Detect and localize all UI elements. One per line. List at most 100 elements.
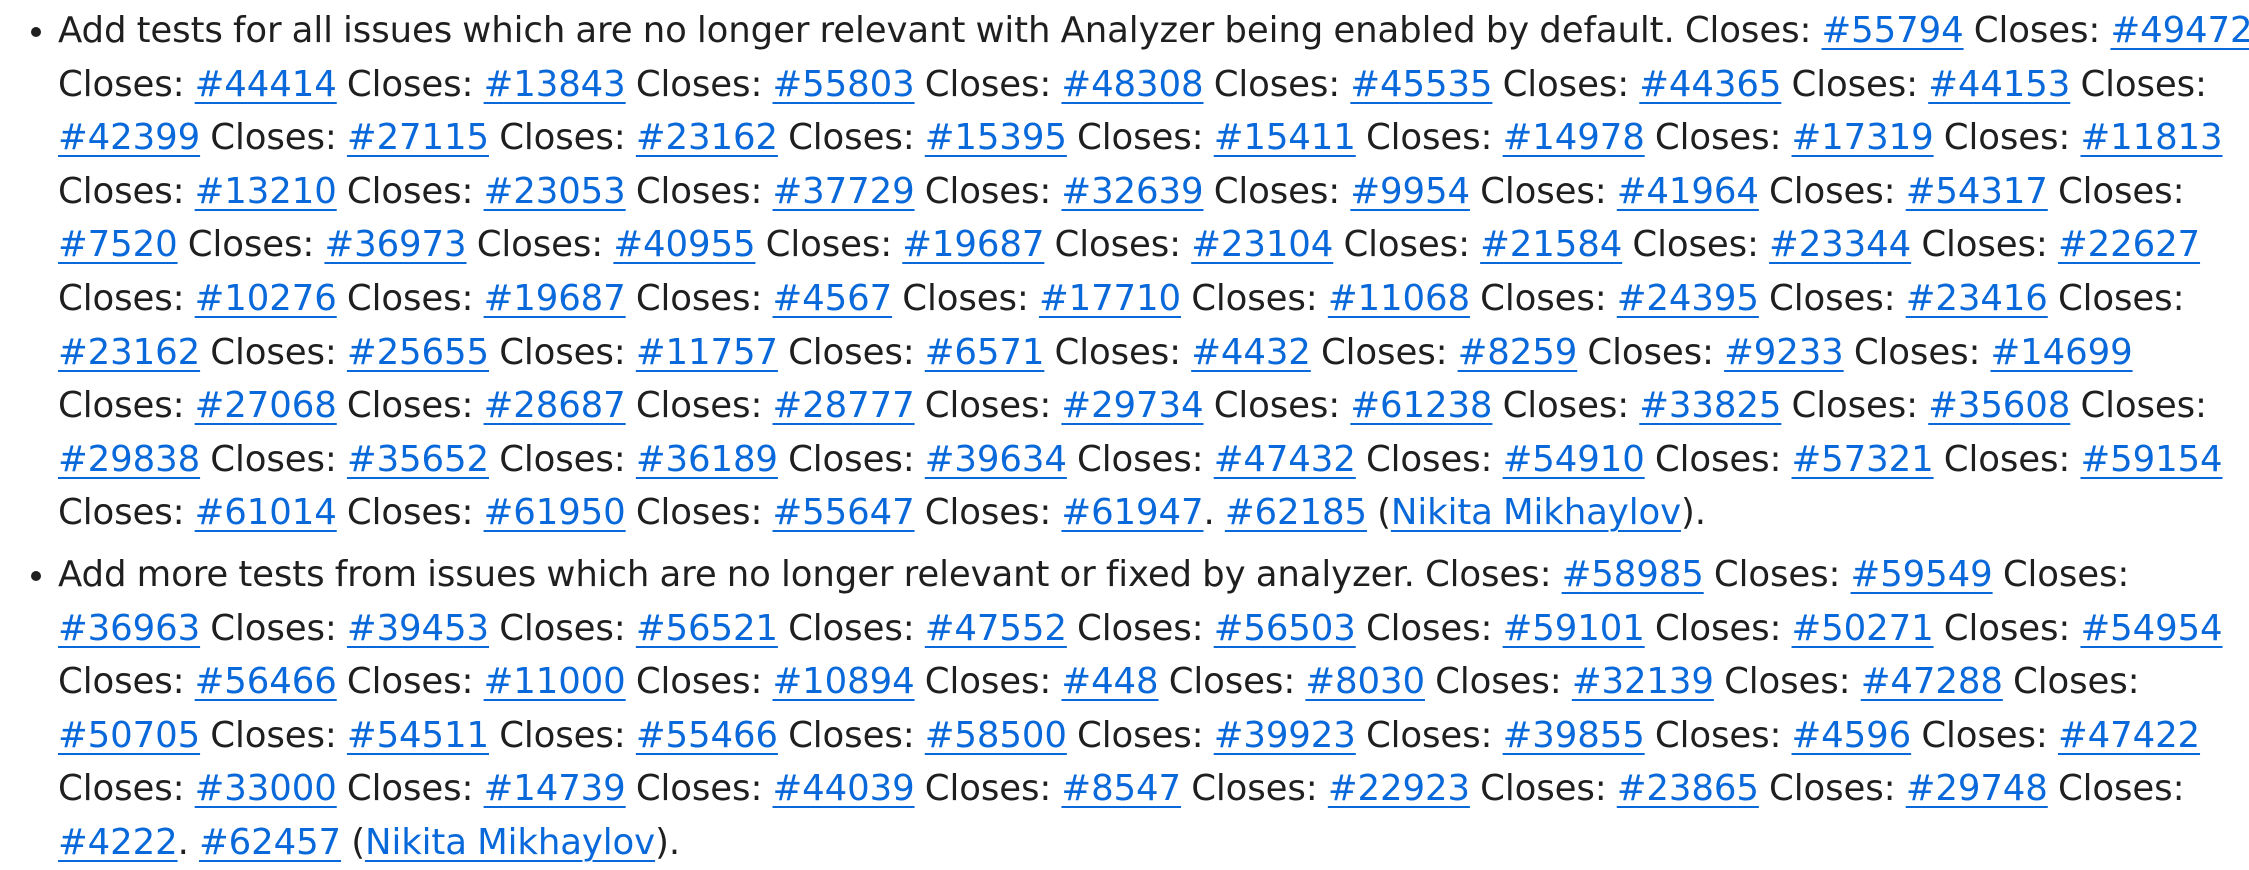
issue-link[interactable]: #55647 (772, 492, 915, 534)
issue-link[interactable]: #44365 (1639, 63, 1782, 105)
issue-link[interactable]: #40955 (613, 224, 756, 266)
issue-link[interactable]: #4567 (772, 277, 893, 319)
issue-link[interactable]: #41964 (1616, 170, 1759, 212)
issue-link[interactable]: #36189 (635, 438, 778, 480)
issue-link[interactable]: #11000 (483, 661, 626, 703)
issue-link[interactable]: #54511 (346, 714, 489, 756)
issue-link[interactable]: #27068 (194, 385, 337, 427)
issue-link[interactable]: #39855 (1502, 714, 1645, 756)
issue-link[interactable]: #59154 (2080, 438, 2223, 480)
issue-link[interactable]: #61014 (194, 492, 337, 534)
issue-link[interactable]: #55803 (772, 63, 915, 105)
pr-link[interactable]: #62457 (198, 821, 342, 863)
issue-link[interactable]: #47288 (1860, 661, 2003, 703)
issue-link[interactable]: #11813 (2080, 117, 2223, 159)
issue-link[interactable]: #8547 (1061, 768, 1182, 810)
issue-link[interactable]: #35608 (1928, 385, 2071, 427)
issue-link[interactable]: #28687 (483, 385, 626, 427)
issue-link[interactable]: #58500 (924, 714, 1067, 756)
author-link[interactable]: Nikita Mikhaylov (364, 821, 656, 863)
issue-link[interactable]: #54317 (1905, 170, 2048, 212)
issue-link[interactable]: #57321 (1791, 438, 1934, 480)
issue-link[interactable]: #10894 (772, 661, 915, 703)
issue-link[interactable]: #23865 (1616, 768, 1759, 810)
issue-link[interactable]: #15395 (924, 117, 1067, 159)
issue-link[interactable]: #15411 (1213, 117, 1356, 159)
issue-link[interactable]: #23344 (1769, 224, 1912, 266)
issue-link[interactable]: #42399 (58, 117, 201, 159)
issue-link[interactable]: #56521 (635, 607, 778, 649)
issue-link[interactable]: #47422 (2057, 714, 2201, 756)
issue-link[interactable]: #13210 (194, 170, 337, 212)
issue-link[interactable]: #23162 (58, 331, 201, 373)
issue-link[interactable]: #32639 (1061, 170, 1204, 212)
issue-link[interactable]: #17710 (1038, 277, 1182, 319)
issue-link[interactable]: #44414 (194, 63, 337, 105)
issue-link[interactable]: #39453 (346, 607, 489, 649)
issue-link[interactable]: #55466 (635, 714, 778, 756)
issue-link[interactable]: #23162 (635, 117, 778, 159)
issue-link[interactable]: #29838 (58, 438, 201, 480)
issue-link[interactable]: #54910 (1502, 438, 1645, 480)
issue-link[interactable]: #35652 (346, 438, 489, 480)
issue-link[interactable]: #39923 (1213, 714, 1356, 756)
issue-link[interactable]: #48308 (1061, 63, 1204, 105)
issue-link[interactable]: #50271 (1791, 607, 1934, 649)
issue-link[interactable]: #47552 (924, 607, 1067, 649)
issue-link[interactable]: #50705 (58, 714, 201, 756)
issue-link[interactable]: #45535 (1350, 63, 1493, 105)
issue-link[interactable]: #29748 (1905, 768, 2048, 810)
issue-link[interactable]: #19687 (483, 277, 626, 319)
issue-link[interactable]: #19687 (902, 224, 1045, 266)
issue-link[interactable]: #11068 (1327, 277, 1470, 319)
issue-link[interactable]: #24395 (1616, 277, 1759, 319)
author-link[interactable]: Nikita Mikhaylov (1390, 492, 1681, 534)
issue-link[interactable]: #448 (1061, 661, 1159, 703)
issue-link[interactable]: #11757 (635, 331, 778, 373)
issue-link[interactable]: #36973 (324, 224, 467, 266)
issue-link[interactable]: #58985 (1561, 553, 1704, 595)
issue-link[interactable]: #44153 (1928, 63, 2071, 105)
issue-link[interactable]: #23416 (1905, 277, 2048, 319)
issue-link[interactable]: #8030 (1305, 661, 1425, 703)
issue-link[interactable]: #29734 (1061, 385, 1204, 427)
issue-link[interactable]: #22923 (1327, 768, 1470, 810)
issue-link[interactable]: #22627 (2057, 224, 2201, 266)
issue-link[interactable]: #6571 (924, 331, 1045, 373)
issue-link[interactable]: #61947 (1061, 492, 1204, 534)
issue-link[interactable]: #9954 (1350, 170, 1470, 212)
issue-link[interactable]: #33000 (194, 768, 337, 810)
issue-link[interactable]: #7520 (58, 224, 178, 266)
pr-link[interactable]: #62185 (1224, 492, 1367, 534)
issue-link[interactable]: #56466 (194, 661, 337, 703)
issue-link[interactable]: #14699 (1990, 331, 2133, 373)
issue-link[interactable]: #61950 (483, 492, 626, 534)
issue-link[interactable]: #54954 (2080, 607, 2223, 649)
issue-link[interactable]: #32139 (1571, 661, 1714, 703)
issue-link[interactable]: #59101 (1502, 607, 1645, 649)
issue-link[interactable]: #4222 (58, 821, 178, 863)
issue-link[interactable]: #13843 (483, 63, 626, 105)
issue-link[interactable]: #21584 (1480, 224, 1623, 266)
issue-link[interactable]: #27115 (346, 117, 489, 159)
issue-link[interactable]: #33825 (1639, 385, 1782, 427)
issue-link[interactable]: #23053 (483, 170, 626, 212)
issue-link[interactable]: #55794 (1821, 10, 1964, 51)
issue-link[interactable]: #47432 (1213, 438, 1356, 480)
issue-link[interactable]: #14739 (483, 768, 626, 810)
issue-link[interactable]: #49472 (2110, 10, 2249, 51)
issue-link[interactable]: #8259 (1457, 331, 1578, 373)
issue-link[interactable]: #10276 (194, 277, 337, 319)
issue-link[interactable]: #14978 (1502, 117, 1645, 159)
issue-link[interactable]: #4432 (1191, 331, 1311, 373)
issue-link[interactable]: #61238 (1350, 385, 1493, 427)
issue-link[interactable]: #36963 (58, 607, 201, 649)
issue-link[interactable]: #28777 (772, 385, 915, 427)
issue-link[interactable]: #59549 (1850, 553, 1993, 595)
issue-link[interactable]: #39634 (924, 438, 1067, 480)
issue-link[interactable]: #23104 (1191, 224, 1334, 266)
issue-link[interactable]: #17319 (1791, 117, 1934, 159)
issue-link[interactable]: #37729 (772, 170, 915, 212)
issue-link[interactable]: #25655 (346, 331, 489, 373)
issue-link[interactable]: #44039 (772, 768, 915, 810)
